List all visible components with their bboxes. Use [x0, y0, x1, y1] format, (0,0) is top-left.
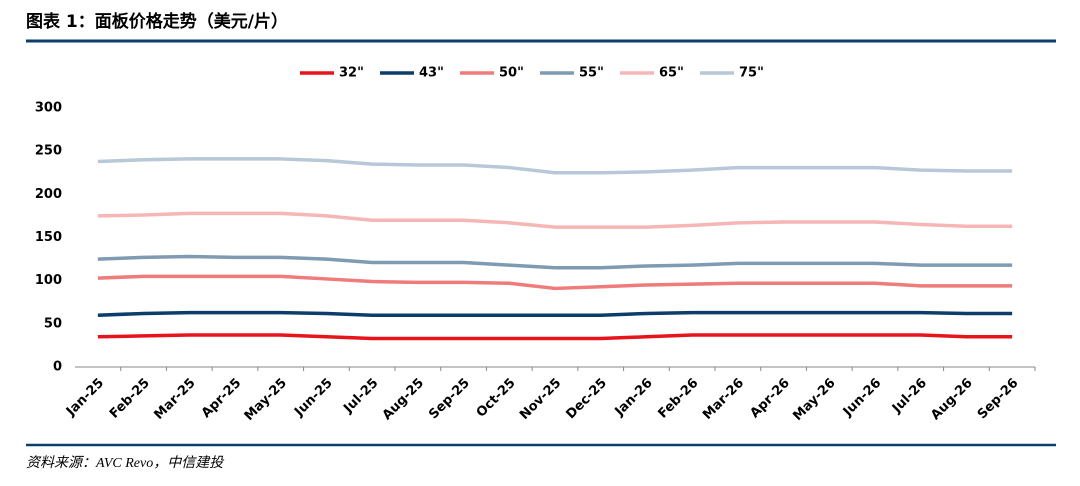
series-line: [97, 333, 1013, 341]
legend-label: 65": [659, 66, 684, 81]
x-tick-label: Jul-26: [889, 376, 930, 417]
x-tick-label: Jan-26: [612, 376, 656, 420]
x-tick-label: Jul-25: [340, 376, 381, 417]
x-tick-label: Jan-25: [63, 376, 107, 420]
y-tick-label: 250: [35, 144, 62, 159]
y-tick-label: 200: [35, 187, 62, 202]
series-line: [97, 310, 1013, 317]
x-tick-label: Nov-25: [517, 376, 564, 423]
y-tick-label: 0: [53, 360, 62, 375]
legend-label: 75": [739, 66, 764, 81]
x-tick-label: Sep-25: [426, 376, 473, 423]
y-tick-label: 100: [35, 273, 62, 288]
x-tick-label: May-25: [242, 376, 290, 424]
x-tick-label: Oct-25: [474, 376, 519, 421]
x-tick-label: Apr-25: [199, 376, 244, 421]
chart-title: 图表 1：面板价格走势（美元/片）: [26, 11, 288, 32]
y-tick-label: 300: [35, 101, 62, 116]
series-line: [97, 211, 1013, 229]
x-tick-label: Apr-26: [747, 376, 792, 421]
series-line: [97, 274, 1013, 291]
x-tick-label: Dec-25: [563, 376, 610, 423]
x-tick-label: Mar-25: [151, 376, 198, 423]
x-tick-label: Mar-26: [700, 376, 747, 423]
x-tick-label: Jun-25: [291, 376, 335, 420]
x-tick-label: Feb-26: [656, 376, 702, 422]
x-tick-label: Sep-26: [975, 376, 1022, 423]
y-tick-label: 50: [44, 316, 62, 331]
legend-label: 55": [579, 66, 604, 81]
x-tick-label: Aug-26: [928, 376, 975, 423]
legend-label: 43": [419, 66, 444, 81]
series-line: [97, 254, 1013, 270]
legend-label: 32": [339, 66, 364, 81]
series-line: [97, 157, 1013, 175]
x-tick-label: Jun-26: [840, 376, 884, 420]
y-tick-label: 150: [35, 230, 62, 245]
x-tick-label: Aug-25: [380, 376, 427, 423]
source: 资料来源：AVC Revo，中信建投: [26, 455, 225, 471]
legend-label: 50": [499, 66, 524, 81]
x-tick-label: May-26: [790, 376, 838, 424]
x-tick-label: Feb-25: [107, 376, 153, 422]
